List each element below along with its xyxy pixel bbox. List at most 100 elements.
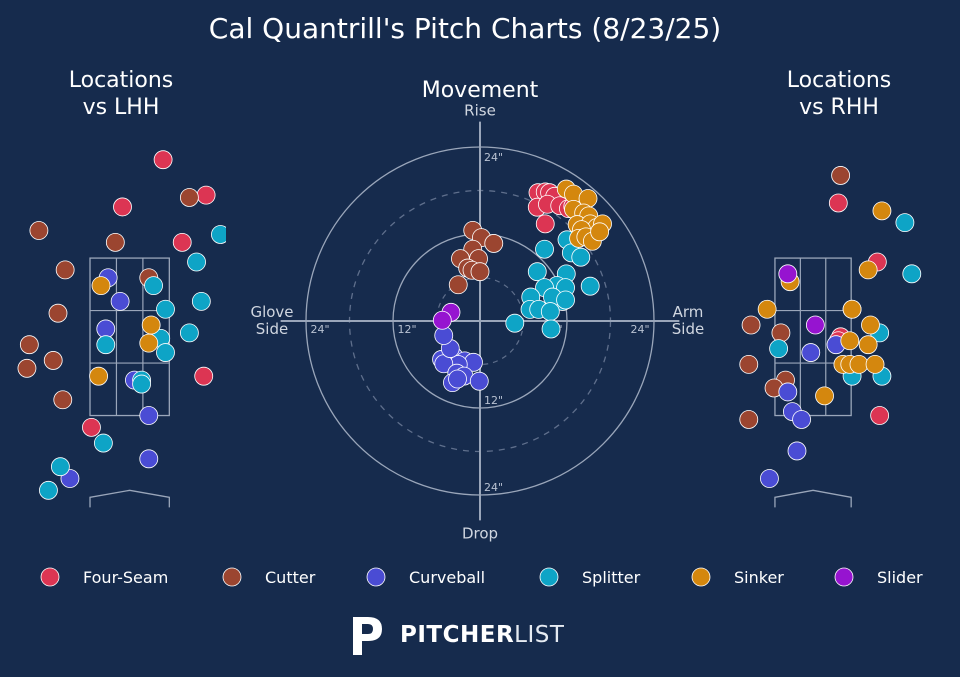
- legend-marker-splitter: [539, 567, 559, 587]
- legend: Four-Seam Cutter Curveball Splitter Sinker Sl…: [40, 567, 923, 587]
- lhh-pitch-cutter: [53, 390, 73, 410]
- lhh-title-line-2: vs LHH: [83, 95, 160, 120]
- movement-points: [432, 179, 612, 393]
- legend-item-splitter: Splitter: [539, 567, 641, 587]
- movement-pitch-curveball: [469, 371, 489, 391]
- movement-pitch-slider: [432, 310, 452, 330]
- lhh-pitch-splitter: [39, 480, 58, 500]
- lhh-home-plate: [89, 489, 170, 508]
- movement-pitch-splitter: [556, 290, 575, 310]
- legend-label-curveball: Curveball: [409, 568, 485, 587]
- chart-title: Cal Quantrill's Pitch Charts (8/23/25): [209, 12, 721, 45]
- rhh-pitch-splitter: [769, 339, 789, 359]
- lhh-pitch-curveball: [110, 291, 130, 311]
- legend-item-sinker: Sinker: [691, 567, 784, 587]
- legend-marker-four-seam: [40, 567, 60, 587]
- legend-label-splitter: Splitter: [582, 568, 641, 587]
- ring-label-24: 24": [310, 323, 329, 336]
- lhh-pitch-splitter: [179, 323, 199, 343]
- lhh-pitch-splitter: [93, 433, 113, 453]
- rhh-pitch-splitter: [895, 213, 915, 233]
- rhh-pitch-sinker: [842, 299, 862, 319]
- lhh-pitch-sinker: [141, 315, 161, 335]
- movement-pitch-cutter: [448, 275, 468, 295]
- lhh-pitch-splitter: [156, 343, 175, 362]
- rhh-pitch-slider: [778, 264, 798, 284]
- wordmark-light: LIST: [514, 622, 565, 648]
- lhh-pitch-splitter: [211, 225, 226, 244]
- rhh-pitch-sinker: [872, 201, 892, 221]
- lhh-pitch-cutter: [17, 358, 37, 378]
- legend-label-sinker: Sinker: [734, 568, 784, 587]
- movement-pitch-splitter: [505, 313, 525, 333]
- rhh-pitch-sinker: [865, 354, 885, 374]
- rhh-pitch-sinker: [815, 386, 834, 406]
- movement-pitch-splitter: [541, 319, 561, 339]
- movement-pitch-four-seam: [535, 214, 555, 234]
- ring-label-24: 24": [484, 481, 503, 494]
- movement-label-glove-side-line-1: Glove: [250, 303, 293, 321]
- legend-marker-cutter: [222, 567, 242, 587]
- movement-pitch-curveball: [448, 369, 467, 389]
- wordmark-bold: PITCHER: [400, 622, 515, 648]
- lhh-pitch-splitter: [187, 252, 206, 272]
- rhh-pitch-four-seam: [828, 193, 848, 213]
- movement-pitch-splitter: [540, 302, 560, 321]
- movement-pitch-sinker: [590, 222, 610, 242]
- ring-label-12: 12": [484, 394, 503, 407]
- rhh-pitch-cutter: [739, 354, 759, 374]
- movement-pitch-cutter: [484, 234, 504, 253]
- rhh-pitch-sinker: [858, 335, 878, 355]
- movement-pitch-splitter: [580, 276, 600, 296]
- rhh-pitch-sinker: [757, 299, 777, 319]
- movement-label-glove-side-line-2: Side: [256, 320, 288, 338]
- rhh-pitch-four-seam: [870, 406, 890, 425]
- lhh-pitch-splitter: [144, 276, 163, 296]
- lhh-pitch-cutter: [105, 232, 125, 252]
- rhh-home-plate: [774, 489, 852, 508]
- lhh-title-line-1: Locations: [69, 68, 174, 93]
- rhh-pitch-cutter: [741, 315, 761, 335]
- legend-marker-curveball: [366, 567, 386, 587]
- lhh-pitch-cutter: [43, 351, 63, 370]
- lhh-pitch-sinker: [89, 366, 109, 386]
- rhh-pitch-cutter: [739, 410, 759, 429]
- lhh-pitch-four-seam: [196, 185, 216, 205]
- rhh-pitch-sinker: [861, 315, 880, 335]
- lhh-pitch-splitter: [96, 335, 116, 355]
- movement-pitch-splitter: [535, 239, 554, 259]
- lhh-pitch-splitter: [132, 374, 152, 394]
- legend-item-curveball: Curveball: [366, 567, 485, 587]
- rhh-points: [739, 166, 922, 488]
- movement-pitch-cutter: [470, 262, 490, 282]
- lhh-pitch-curveball: [139, 449, 159, 469]
- legend-marker-slider: [834, 567, 854, 587]
- ring-label-24: 24": [484, 151, 503, 164]
- lhh-pitch-four-seam: [172, 232, 192, 252]
- lhh-pitch-four-seam: [82, 417, 101, 437]
- legend-label-four-seam: Four-Seam: [83, 568, 168, 587]
- rhh-pitch-curveball: [792, 410, 811, 429]
- legend-label-cutter: Cutter: [265, 568, 316, 587]
- pitcherlist-wordmark: PITCHERLIST: [400, 622, 564, 648]
- rhh-pitch-sinker: [849, 354, 869, 374]
- legend-item-cutter: Cutter: [222, 567, 316, 587]
- rhh-pitch-cutter: [831, 166, 851, 185]
- lhh-pitch-splitter: [50, 457, 70, 477]
- ring-label-12: 12": [397, 323, 416, 336]
- movement-label-drop-line-1: Drop: [462, 524, 498, 542]
- movement-pitch-splitter: [571, 247, 591, 267]
- rhh-title-line-1: Locations: [787, 68, 892, 93]
- movement-label-rise-line-1: Rise: [464, 102, 496, 120]
- movement-title-line-1: Movement: [422, 78, 539, 103]
- legend-item-slider: Slider: [834, 567, 923, 587]
- legend-label-slider: Slider: [877, 568, 923, 587]
- lhh-pitch-four-seam: [153, 150, 173, 170]
- lhh-pitch-sinker: [91, 276, 111, 296]
- ring-label-24: 24": [630, 323, 649, 336]
- lhh-pitch-sinker: [139, 333, 159, 353]
- movement-label-arm-side-line-1: Arm: [673, 303, 704, 321]
